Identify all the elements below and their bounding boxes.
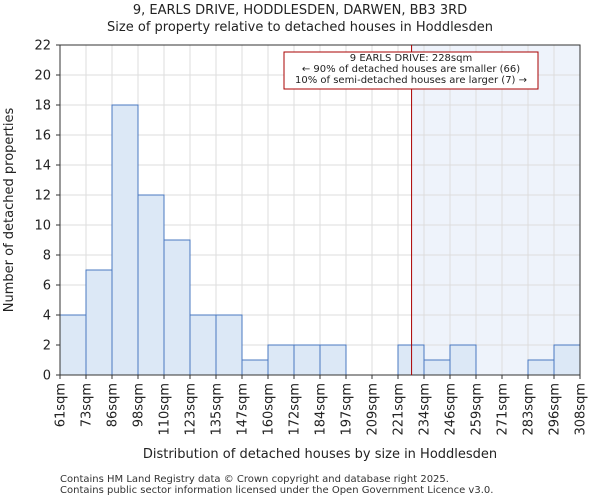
x-tick-label: 160sqm	[262, 383, 277, 436]
bar	[215, 314, 243, 376]
y-tick-label: 20	[34, 69, 51, 84]
x-tick-label: 308sqm	[574, 383, 589, 436]
bar	[59, 314, 87, 376]
bar	[423, 359, 451, 376]
x-tick-label: 246sqm	[444, 383, 459, 436]
annotation-line-3: 10% of semi-detached houses are larger (…	[295, 75, 527, 86]
bar	[189, 314, 217, 376]
x-tick-label: 110sqm	[158, 383, 173, 436]
y-tick-label: 14	[34, 159, 51, 174]
footer-licence: Contains public sector information licen…	[60, 485, 494, 496]
x-tick-label: 221sqm	[392, 383, 407, 436]
x-tick-label: 296sqm	[548, 383, 563, 436]
y-tick-label: 18	[34, 99, 51, 114]
bar	[241, 359, 269, 376]
y-axis-ticks: 0 2 4 6 8 10 12 14 16 18 20 22	[34, 39, 60, 384]
y-tick-label: 10	[34, 219, 51, 234]
annotation-line-2: ← 90% of detached houses are smaller (66…	[302, 64, 520, 75]
y-tick-label: 8	[43, 249, 51, 264]
bar	[319, 344, 347, 376]
x-tick-label: 271sqm	[496, 383, 511, 436]
y-tick-label: 6	[43, 279, 51, 294]
y-tick-label: 16	[34, 129, 51, 144]
bar	[85, 269, 113, 376]
bar	[527, 359, 555, 376]
bar	[553, 344, 581, 376]
bar	[449, 344, 477, 376]
bar	[293, 344, 321, 376]
bar	[267, 344, 295, 376]
y-tick-label: 22	[34, 39, 51, 54]
y-tick-label: 4	[43, 309, 51, 324]
x-tick-label: 259sqm	[470, 383, 485, 436]
x-tick-label: 135sqm	[210, 383, 225, 436]
y-tick-label: 0	[43, 369, 51, 384]
x-tick-label: 73sqm	[80, 383, 95, 427]
x-tick-label: 123sqm	[184, 383, 199, 436]
bars	[59, 104, 581, 376]
bar	[137, 194, 165, 376]
annotation-box	[283, 51, 539, 90]
x-axis-label: Distribution of detached houses by size …	[143, 447, 497, 462]
x-tick-label: 234sqm	[418, 383, 433, 436]
x-tick-label: 86sqm	[106, 383, 121, 427]
larger-region-highlight	[411, 45, 580, 375]
y-tick-label: 12	[34, 189, 51, 204]
y-axis-label: Number of detached properties	[2, 108, 17, 313]
footer-copyright: Contains HM Land Registry data © Crown c…	[60, 474, 449, 485]
x-tick-label: 172sqm	[288, 383, 303, 436]
x-tick-label: 197sqm	[340, 383, 355, 436]
x-tick-label: 184sqm	[314, 383, 329, 436]
bar	[163, 239, 191, 376]
annotation-line-1: 9 EARLS DRIVE: 228sqm	[350, 53, 472, 64]
bar	[111, 104, 139, 376]
x-tick-label: 61sqm	[54, 383, 69, 427]
x-tick-label: 98sqm	[132, 383, 147, 427]
x-tick-label: 147sqm	[236, 383, 251, 436]
bar	[397, 344, 425, 376]
y-tick-label: 2	[43, 339, 51, 354]
chart-subtitle: Size of property relative to detached ho…	[107, 20, 493, 35]
x-tick-label: 209sqm	[366, 383, 381, 436]
x-tick-label: 283sqm	[522, 383, 537, 436]
plot-frame	[59, 44, 581, 376]
chart-title: 9, EARLS DRIVE, HODDLESDEN, DARWEN, BB3 …	[132, 3, 468, 18]
x-axis-ticks: 61sqm 73sqm 86sqm 98sqm 110sqm 123sqm 135sqm 14…	[54, 375, 589, 436]
